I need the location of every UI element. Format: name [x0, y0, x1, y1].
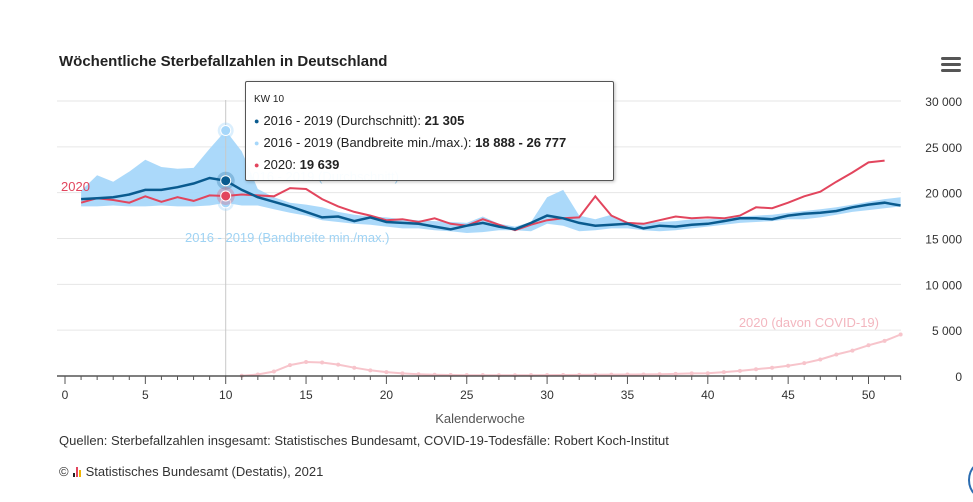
tooltip-value: 19 639: [299, 157, 340, 172]
y-tick-label: 5 000: [932, 324, 962, 338]
marker-2020: [220, 190, 232, 202]
covid-point: [737, 368, 742, 373]
line-2020: [80, 159, 885, 232]
copyright-text: Statistisches Bundesamt (Destatis), 2021: [85, 464, 324, 479]
tooltip-label: 2016 - 2019 (Durchschnitt):: [263, 113, 425, 128]
covid-point: [320, 360, 325, 365]
x-tick-label: 15: [299, 388, 313, 402]
source-note: Quellen: Sterbefallzahlen insgesamt: Sta…: [59, 433, 669, 448]
x-tick-label: 25: [460, 388, 474, 402]
covid-point: [352, 365, 357, 370]
tooltip-label: 2016 - 2019 (Bandbreite min./max.):: [263, 135, 476, 150]
covid-point: [802, 361, 807, 366]
covid-point: [400, 371, 405, 376]
covid-point: [368, 368, 373, 373]
y-tick-label: 0: [955, 370, 962, 384]
x-tick-label: 35: [621, 388, 635, 402]
hamburger-menu-icon[interactable]: [941, 57, 961, 73]
covid-point: [336, 362, 341, 367]
x-tick-label: 20: [380, 388, 394, 402]
tooltip-row-mean: ● 2016 - 2019 (Durchschnitt): 21 305: [254, 113, 464, 128]
tooltip-header: KW 10: [254, 94, 285, 105]
covid-point: [287, 363, 292, 368]
covid-point: [770, 365, 775, 370]
mean-line: [81, 176, 901, 231]
y-tick-label: 10 000: [925, 278, 962, 292]
tooltip-value: 21 305: [424, 113, 465, 128]
tooltip-row-2020: ● 2020: 19 639: [254, 157, 339, 172]
series-label: 2016 - 2019 (Bandbreite min./max.): [185, 230, 390, 245]
series-label: 2020 (davon COVID-19): [739, 315, 879, 330]
covid-point: [850, 348, 855, 353]
covid-point: [882, 338, 887, 343]
tooltip-dot-mean: ●: [254, 116, 260, 126]
x-tick-label: 0: [62, 388, 69, 402]
covid-point: [898, 332, 903, 337]
covid-point: [721, 370, 726, 375]
covid-point: [866, 343, 871, 348]
tooltip-dot-2020: ●: [254, 160, 260, 170]
covid-line: [241, 333, 901, 377]
tooltip-row-band: ● 2016 - 2019 (Bandbreite min./max.): 18 …: [254, 135, 566, 150]
covid-point: [754, 367, 759, 372]
band-area: [81, 130, 901, 233]
series-label: 2020: [61, 179, 90, 194]
x-tick-label: 10: [219, 388, 233, 402]
tooltip-label: 2020:: [263, 157, 300, 172]
covid-point: [271, 369, 276, 374]
covid-point: [304, 359, 309, 364]
band-max-marker: [220, 125, 232, 137]
covid-point: [384, 370, 389, 375]
x-tick-label: 30: [540, 388, 554, 402]
band-layer: [81, 130, 901, 233]
covid-point: [689, 371, 694, 376]
y-tick-label: 30 000: [925, 95, 962, 109]
covid-point: [416, 372, 421, 377]
mean-marker: [220, 175, 232, 187]
covid-point: [818, 357, 823, 362]
x-axis-label: Kalenderwoche: [435, 411, 525, 426]
x-tick-label: 40: [701, 388, 715, 402]
covid-point: [834, 352, 839, 357]
tooltip: KW 10 ● 2016 - 2019 (Durchschnitt): 21 30…: [245, 81, 614, 181]
y-tick-label: 20 000: [925, 187, 962, 201]
covid-point: [657, 372, 662, 377]
tooltip-value: 18 888 - 26 777: [475, 135, 567, 150]
destatis-bars-logo: [72, 466, 81, 477]
covid-point: [786, 363, 791, 368]
x-tick-label: 45: [781, 388, 795, 402]
grid-lines: [57, 100, 901, 331]
copyright-line: © Statistisches Bundesamt (Destatis), 20…: [59, 464, 323, 479]
covid-point: [673, 371, 678, 376]
hover-markers: [216, 122, 235, 211]
chart-title: Wöchentliche Sterbefallzahlen in Deutsch…: [59, 53, 388, 70]
y-tick-label: 15 000: [925, 232, 962, 246]
copyright-symbol: ©: [59, 464, 69, 479]
axes-layer: 0 5 000 10 000 15 000 20 000 25 000 30 000 0 5 10…: [57, 95, 962, 426]
tooltip-dot-band: ●: [254, 138, 260, 148]
x-tick-label: 50: [862, 388, 876, 402]
x-tick-label: 5: [142, 388, 149, 402]
series-lines: [80, 159, 903, 378]
covid-point: [705, 371, 710, 376]
y-tick-label: 25 000: [925, 141, 962, 155]
